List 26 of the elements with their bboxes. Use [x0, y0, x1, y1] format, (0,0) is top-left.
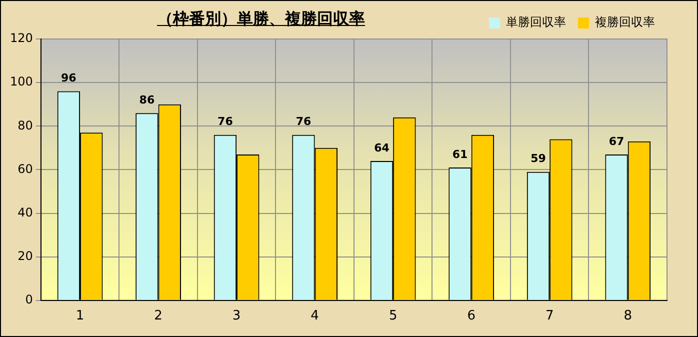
x-tick-label: 5 — [388, 308, 398, 324]
data-label: 59 — [530, 152, 546, 166]
x-tick-label: 1 — [76, 308, 84, 324]
data-label: 76 — [218, 115, 234, 128]
x-tick-label: 4 — [310, 308, 319, 324]
legend-label: 複勝回収率 — [595, 15, 655, 30]
y-tick-label: 100 — [10, 74, 33, 89]
x-tick-label: 8 — [624, 308, 632, 324]
data-label: 64 — [374, 141, 390, 154]
y-tick-label: 0 — [25, 292, 33, 307]
chart-title: （枠番別）単勝、複勝回収率 — [157, 9, 365, 28]
x-tick-label: 6 — [467, 308, 476, 324]
y-tick-label: 120 — [10, 31, 33, 46]
y-tick-label: 20 — [18, 248, 33, 263]
y-tick-label: 80 — [18, 118, 33, 132]
data-label: 86 — [139, 93, 155, 106]
data-label: 61 — [452, 148, 468, 161]
x-tick-label: 2 — [154, 308, 162, 324]
data-label: 96 — [61, 72, 77, 85]
y-tick-label: 60 — [18, 162, 33, 176]
data-label: 76 — [296, 115, 312, 128]
legend-label: 単勝回収率 — [506, 15, 566, 30]
y-tick-label: 40 — [18, 205, 33, 220]
x-tick-label: 7 — [545, 308, 554, 324]
x-tick-label: 3 — [232, 308, 241, 324]
data-label: 67 — [608, 134, 624, 148]
